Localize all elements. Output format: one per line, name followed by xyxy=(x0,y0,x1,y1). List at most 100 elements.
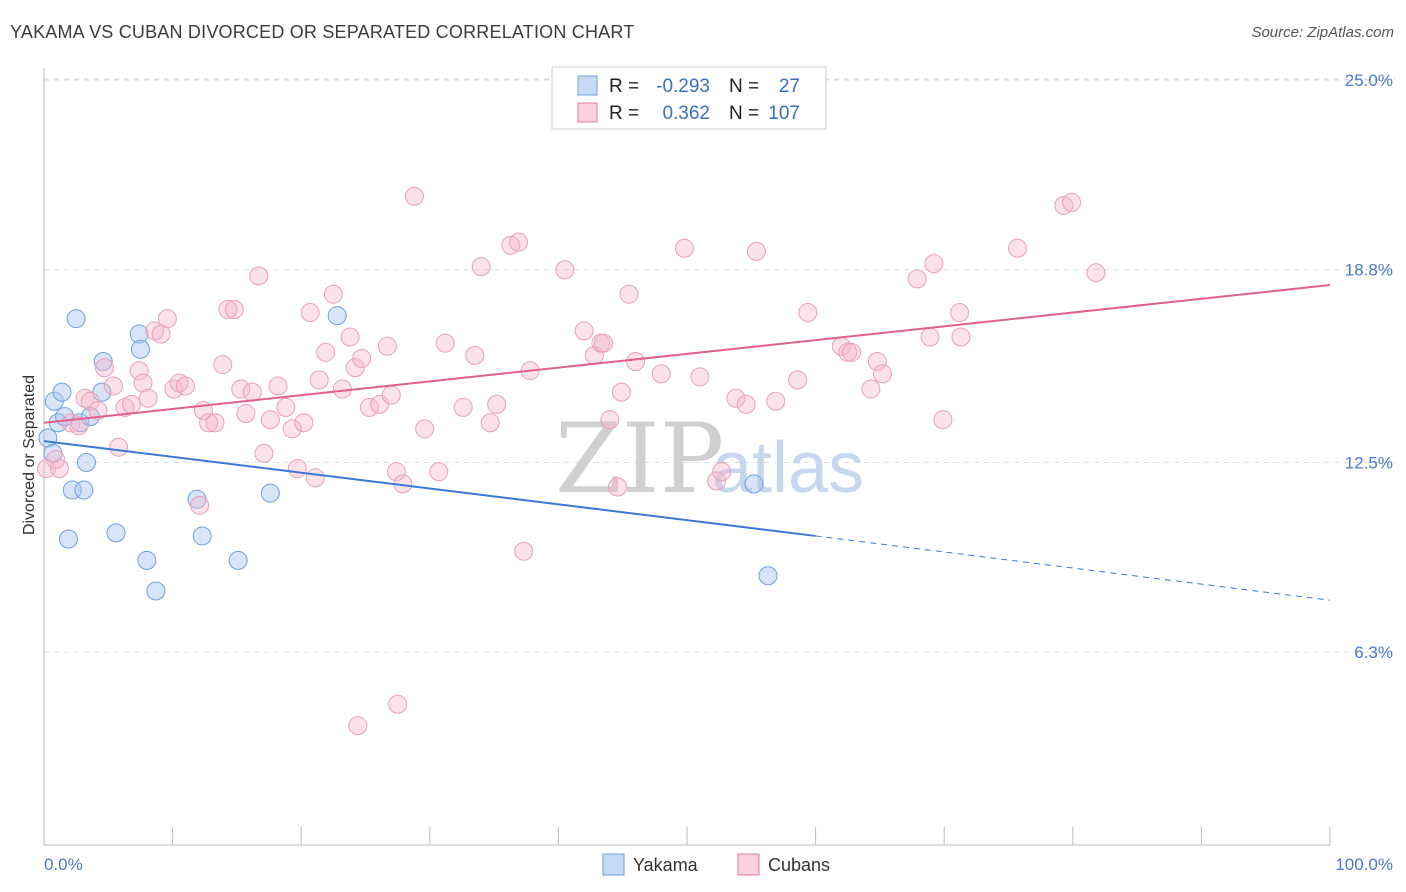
point-cubans-34 xyxy=(260,410,280,430)
point-cubans-60 xyxy=(435,333,455,353)
point-cubans-51 xyxy=(377,336,397,356)
point-cubans-79 xyxy=(626,352,646,372)
point-yakama-22 xyxy=(228,550,248,570)
point-cubans-66 xyxy=(501,235,521,255)
point-cubans-74 xyxy=(593,333,613,353)
point-cubans-53 xyxy=(386,462,406,482)
axes xyxy=(43,68,1331,846)
series-legend-label-yakama: Yakama xyxy=(633,855,699,875)
point-cubans-9 xyxy=(103,376,123,396)
point-cubans-71 xyxy=(574,321,594,341)
legend-n-label-cubans: N = xyxy=(729,103,759,124)
point-cubans-36 xyxy=(276,397,296,417)
point-cubans-5 xyxy=(75,388,95,408)
x-tick-label-max: 100.0% xyxy=(1335,855,1393,874)
point-cubans-77 xyxy=(611,382,631,402)
point-cubans-19 xyxy=(164,379,184,399)
point-cubans-26 xyxy=(213,355,233,375)
data-points xyxy=(37,186,1106,736)
legend-r-label-cubans: R = xyxy=(609,103,639,124)
watermark-atlas-text: atlas xyxy=(712,428,864,508)
point-cubans-33 xyxy=(254,443,274,463)
y-axis-label: Divorced or Separated xyxy=(21,375,38,535)
point-cubans-105 xyxy=(1062,192,1082,212)
watermark-zip-text: ZIP xyxy=(555,403,724,515)
point-cubans-61 xyxy=(453,397,473,417)
point-yakama-11 xyxy=(76,453,96,472)
legend-r-value-yakama: -0.293 xyxy=(656,76,710,97)
point-cubans-50 xyxy=(370,394,390,414)
legend-n-label-yakama: N = xyxy=(729,76,759,97)
point-yakama-23 xyxy=(260,483,280,503)
point-cubans-93 xyxy=(842,342,862,362)
point-cubans-47 xyxy=(345,358,365,378)
point-cubans-58 xyxy=(415,419,435,439)
point-cubans-43 xyxy=(316,342,336,362)
point-cubans-38 xyxy=(287,459,307,479)
y-tick-label-0: 6.3% xyxy=(1354,643,1393,662)
point-cubans-10 xyxy=(109,437,129,457)
point-cubans-56 xyxy=(348,716,368,736)
point-cubans-69 xyxy=(514,541,534,561)
series-legend: Yakama Cubans xyxy=(602,853,830,876)
point-cubans-15 xyxy=(138,388,158,408)
legend-n-value-yakama: 27 xyxy=(779,76,800,97)
point-cubans-4 xyxy=(69,416,89,436)
point-yakama-6 xyxy=(58,529,78,549)
point-cubans-22 xyxy=(190,495,210,515)
point-cubans-45 xyxy=(332,379,352,399)
series-legend-swatch-cubans xyxy=(737,853,760,876)
y-tick-label-3: 25.0% xyxy=(1345,71,1393,90)
point-cubans-98 xyxy=(920,327,940,347)
point-cubans-67 xyxy=(509,232,529,252)
point-cubans-64 xyxy=(480,413,500,433)
point-cubans-27 xyxy=(218,300,238,319)
y-tick-label-2: 18.8% xyxy=(1345,261,1393,280)
legend-swatch-cubans xyxy=(577,102,598,123)
watermark: ZIP atlas xyxy=(555,403,864,515)
point-cubans-89 xyxy=(788,370,808,390)
point-cubans-29 xyxy=(231,379,251,399)
point-cubans-28 xyxy=(224,300,244,319)
point-cubans-49 xyxy=(359,397,379,417)
point-yakama-14 xyxy=(93,352,113,372)
legend-r-value-cubans: 0.362 xyxy=(662,103,710,124)
point-yakama-4 xyxy=(52,382,72,402)
trend-line-yakama-extension xyxy=(815,535,1331,601)
point-cubans-97 xyxy=(907,269,927,289)
point-cubans-39 xyxy=(294,413,314,433)
grid-lines xyxy=(44,78,1395,653)
point-yakama-19 xyxy=(146,581,166,601)
point-cubans-37 xyxy=(282,419,302,439)
point-cubans-87 xyxy=(746,241,766,261)
legend-r-label-yakama: R = xyxy=(609,76,639,97)
point-cubans-12 xyxy=(121,394,141,414)
point-cubans-76 xyxy=(608,477,628,497)
point-cubans-65 xyxy=(487,394,507,414)
y-tick-labels: 6.3% 12.5% 18.8% 25.0% xyxy=(1345,71,1393,662)
legend-swatch-yakama xyxy=(577,75,598,96)
point-yakama-21 xyxy=(192,526,212,546)
point-cubans-94 xyxy=(861,379,881,399)
series-legend-swatch-yakama xyxy=(602,853,625,876)
y-tick-label-1: 12.5% xyxy=(1345,454,1393,473)
trend-lines xyxy=(43,284,1331,601)
point-cubans-84 xyxy=(712,462,732,482)
point-cubans-63 xyxy=(471,257,491,277)
point-yakama-24 xyxy=(327,306,347,326)
point-cubans-102 xyxy=(951,327,971,347)
trend-line-yakama xyxy=(43,440,816,537)
point-cubans-59 xyxy=(429,462,449,482)
point-cubans-70 xyxy=(555,260,575,280)
point-cubans-13 xyxy=(129,361,149,381)
point-cubans-52 xyxy=(381,385,401,405)
point-cubans-83 xyxy=(707,471,727,491)
point-cubans-40 xyxy=(300,303,320,323)
point-yakama-15 xyxy=(106,523,126,543)
point-cubans-46 xyxy=(340,327,360,347)
point-yakama-17 xyxy=(130,339,150,359)
point-cubans-106 xyxy=(1086,263,1106,283)
point-yakama-10 xyxy=(74,480,94,500)
point-cubans-85 xyxy=(726,388,746,408)
